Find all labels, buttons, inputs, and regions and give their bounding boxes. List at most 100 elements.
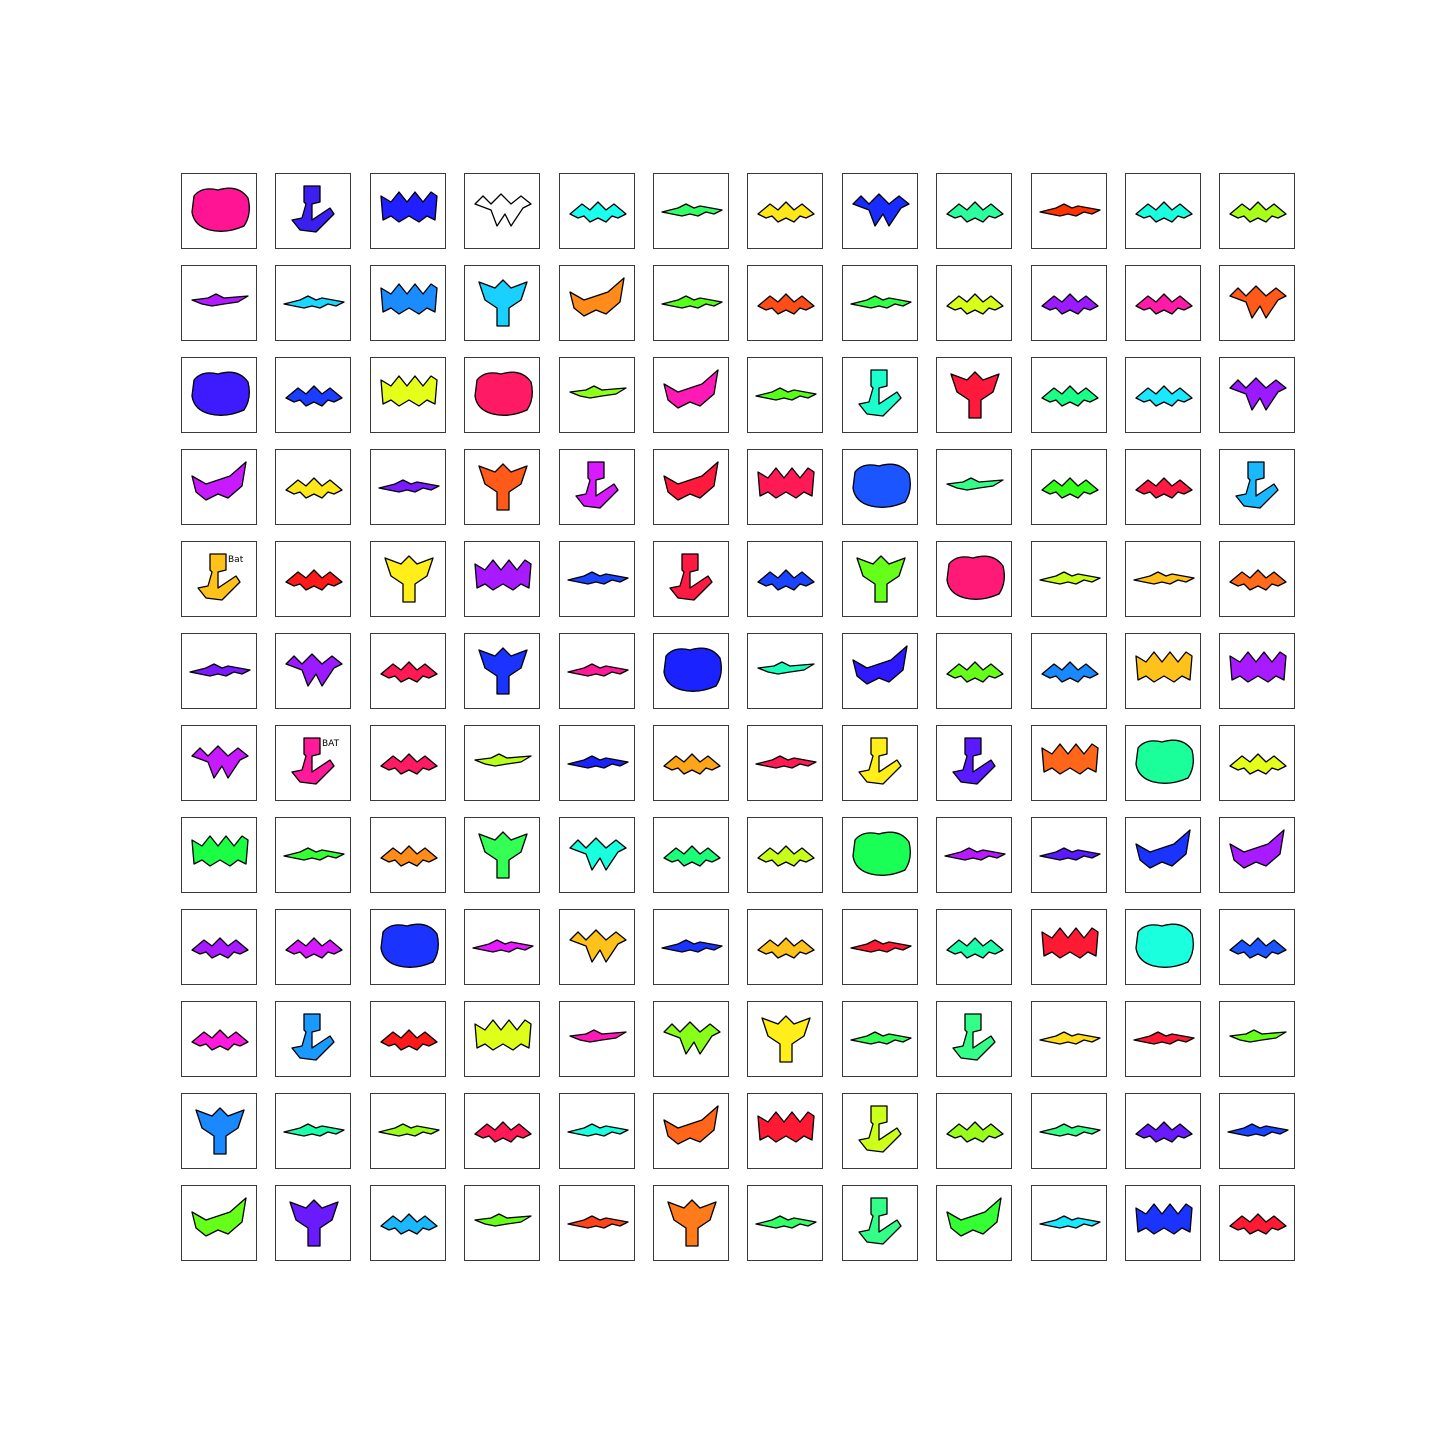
bat-shape	[661, 295, 723, 309]
bat-shape	[952, 737, 996, 785]
bat-shape	[195, 1107, 245, 1155]
bat-doodle	[856, 555, 906, 603]
doodle-cell	[1125, 1093, 1201, 1169]
bat-doodle	[380, 1213, 438, 1235]
bat-doodle	[191, 293, 249, 307]
bat-shape	[1039, 1215, 1101, 1229]
bat-doodle: BAT	[291, 737, 340, 785]
doodle-cell	[747, 265, 823, 341]
bat-shape	[669, 553, 713, 601]
doodle-cell	[370, 909, 446, 985]
bat-shape	[474, 371, 533, 416]
doodle-cell	[559, 1001, 635, 1077]
doodle-cell	[936, 449, 1012, 525]
bat-doodle	[1135, 1203, 1193, 1235]
bat-doodle	[757, 845, 815, 867]
bat-shape	[858, 1105, 902, 1153]
doodle-cell	[181, 725, 257, 801]
bat-doodle	[191, 1029, 249, 1051]
bat-shape	[285, 385, 343, 407]
doodle-cell	[275, 633, 351, 709]
doodle-cell	[747, 449, 823, 525]
bat-shape	[569, 385, 627, 399]
bat-shape	[858, 1197, 902, 1245]
doodle-cell	[1031, 541, 1107, 617]
bat-shape	[380, 845, 438, 867]
doodle-cell	[842, 173, 918, 249]
doodle-cell	[275, 265, 351, 341]
bat-doodle	[380, 753, 438, 775]
bat-doodle	[1229, 1213, 1287, 1235]
bat-shape	[575, 461, 619, 509]
bat-doodle	[757, 201, 815, 223]
bat-doodle	[191, 1197, 247, 1237]
bat-shape	[569, 201, 627, 223]
bat-doodle	[669, 553, 713, 601]
bat-doodle	[474, 1121, 532, 1143]
bat-doodle	[757, 293, 815, 315]
doodle-cell	[464, 357, 540, 433]
bat-shape	[567, 1215, 629, 1229]
doodle-cell	[653, 817, 729, 893]
doodle-cell	[181, 633, 257, 709]
doodle-cell	[1219, 1185, 1295, 1261]
bat-doodle	[1041, 661, 1099, 683]
doodle-cell	[653, 265, 729, 341]
bat-shape	[1041, 927, 1099, 959]
doodle-cell	[181, 817, 257, 893]
doodle-cell	[936, 817, 1012, 893]
bat-doodle	[285, 653, 343, 687]
doodle-cell	[181, 265, 257, 341]
bat-doodle	[667, 1199, 717, 1247]
bat-doodle	[191, 187, 250, 232]
bat-doodle	[663, 369, 719, 409]
bat-doodle	[380, 283, 438, 315]
bat-doodle	[755, 1215, 817, 1229]
bat-doodle	[569, 837, 627, 871]
doodle-cell: BAT	[275, 725, 351, 801]
bat-shape	[663, 647, 722, 692]
bat-doodle	[1135, 201, 1193, 223]
doodle-cell	[1031, 1185, 1107, 1261]
bat-shape	[472, 939, 534, 953]
doodle-cell	[559, 265, 635, 341]
bat-shape	[1135, 923, 1194, 968]
bat-doodle	[663, 753, 721, 775]
bat-shape	[757, 569, 815, 591]
bat-shape	[1135, 477, 1193, 499]
bat-doodle	[852, 645, 908, 685]
bat-doodle	[757, 937, 815, 959]
bat-shape	[663, 845, 721, 867]
doodle-cell	[1219, 817, 1295, 893]
bat-shape	[1229, 1213, 1287, 1235]
bat-doodle	[1135, 829, 1191, 869]
bat-shape	[850, 295, 912, 309]
bat-shape	[289, 1199, 339, 1247]
bat-doodle	[946, 555, 1005, 600]
doodle-cell	[1219, 449, 1295, 525]
doodle-cell	[653, 633, 729, 709]
doodle-cell	[1031, 357, 1107, 433]
bat-shape	[1135, 651, 1193, 683]
bat-shape	[1039, 1123, 1101, 1137]
doodle-cell	[842, 1185, 918, 1261]
bat-shape	[378, 479, 440, 493]
doodle-cell	[464, 633, 540, 709]
doodle-cell	[370, 633, 446, 709]
bat-shape	[663, 369, 719, 409]
bat-shape	[852, 645, 908, 685]
bat-shape	[1135, 385, 1193, 407]
doodle-cell	[747, 357, 823, 433]
bat-doodle	[285, 477, 343, 499]
bat-shape	[478, 647, 528, 695]
bat-doodle	[661, 295, 723, 309]
bat-doodle	[478, 831, 528, 879]
doodle-cell	[1031, 265, 1107, 341]
bat-doodle	[1135, 923, 1194, 968]
bat-shape	[283, 847, 345, 861]
bat-shape	[291, 737, 335, 785]
doodle-cell	[1125, 909, 1201, 985]
bat-doodle	[285, 937, 343, 959]
bat-shape	[1041, 743, 1099, 775]
doodle-cell	[559, 1185, 635, 1261]
